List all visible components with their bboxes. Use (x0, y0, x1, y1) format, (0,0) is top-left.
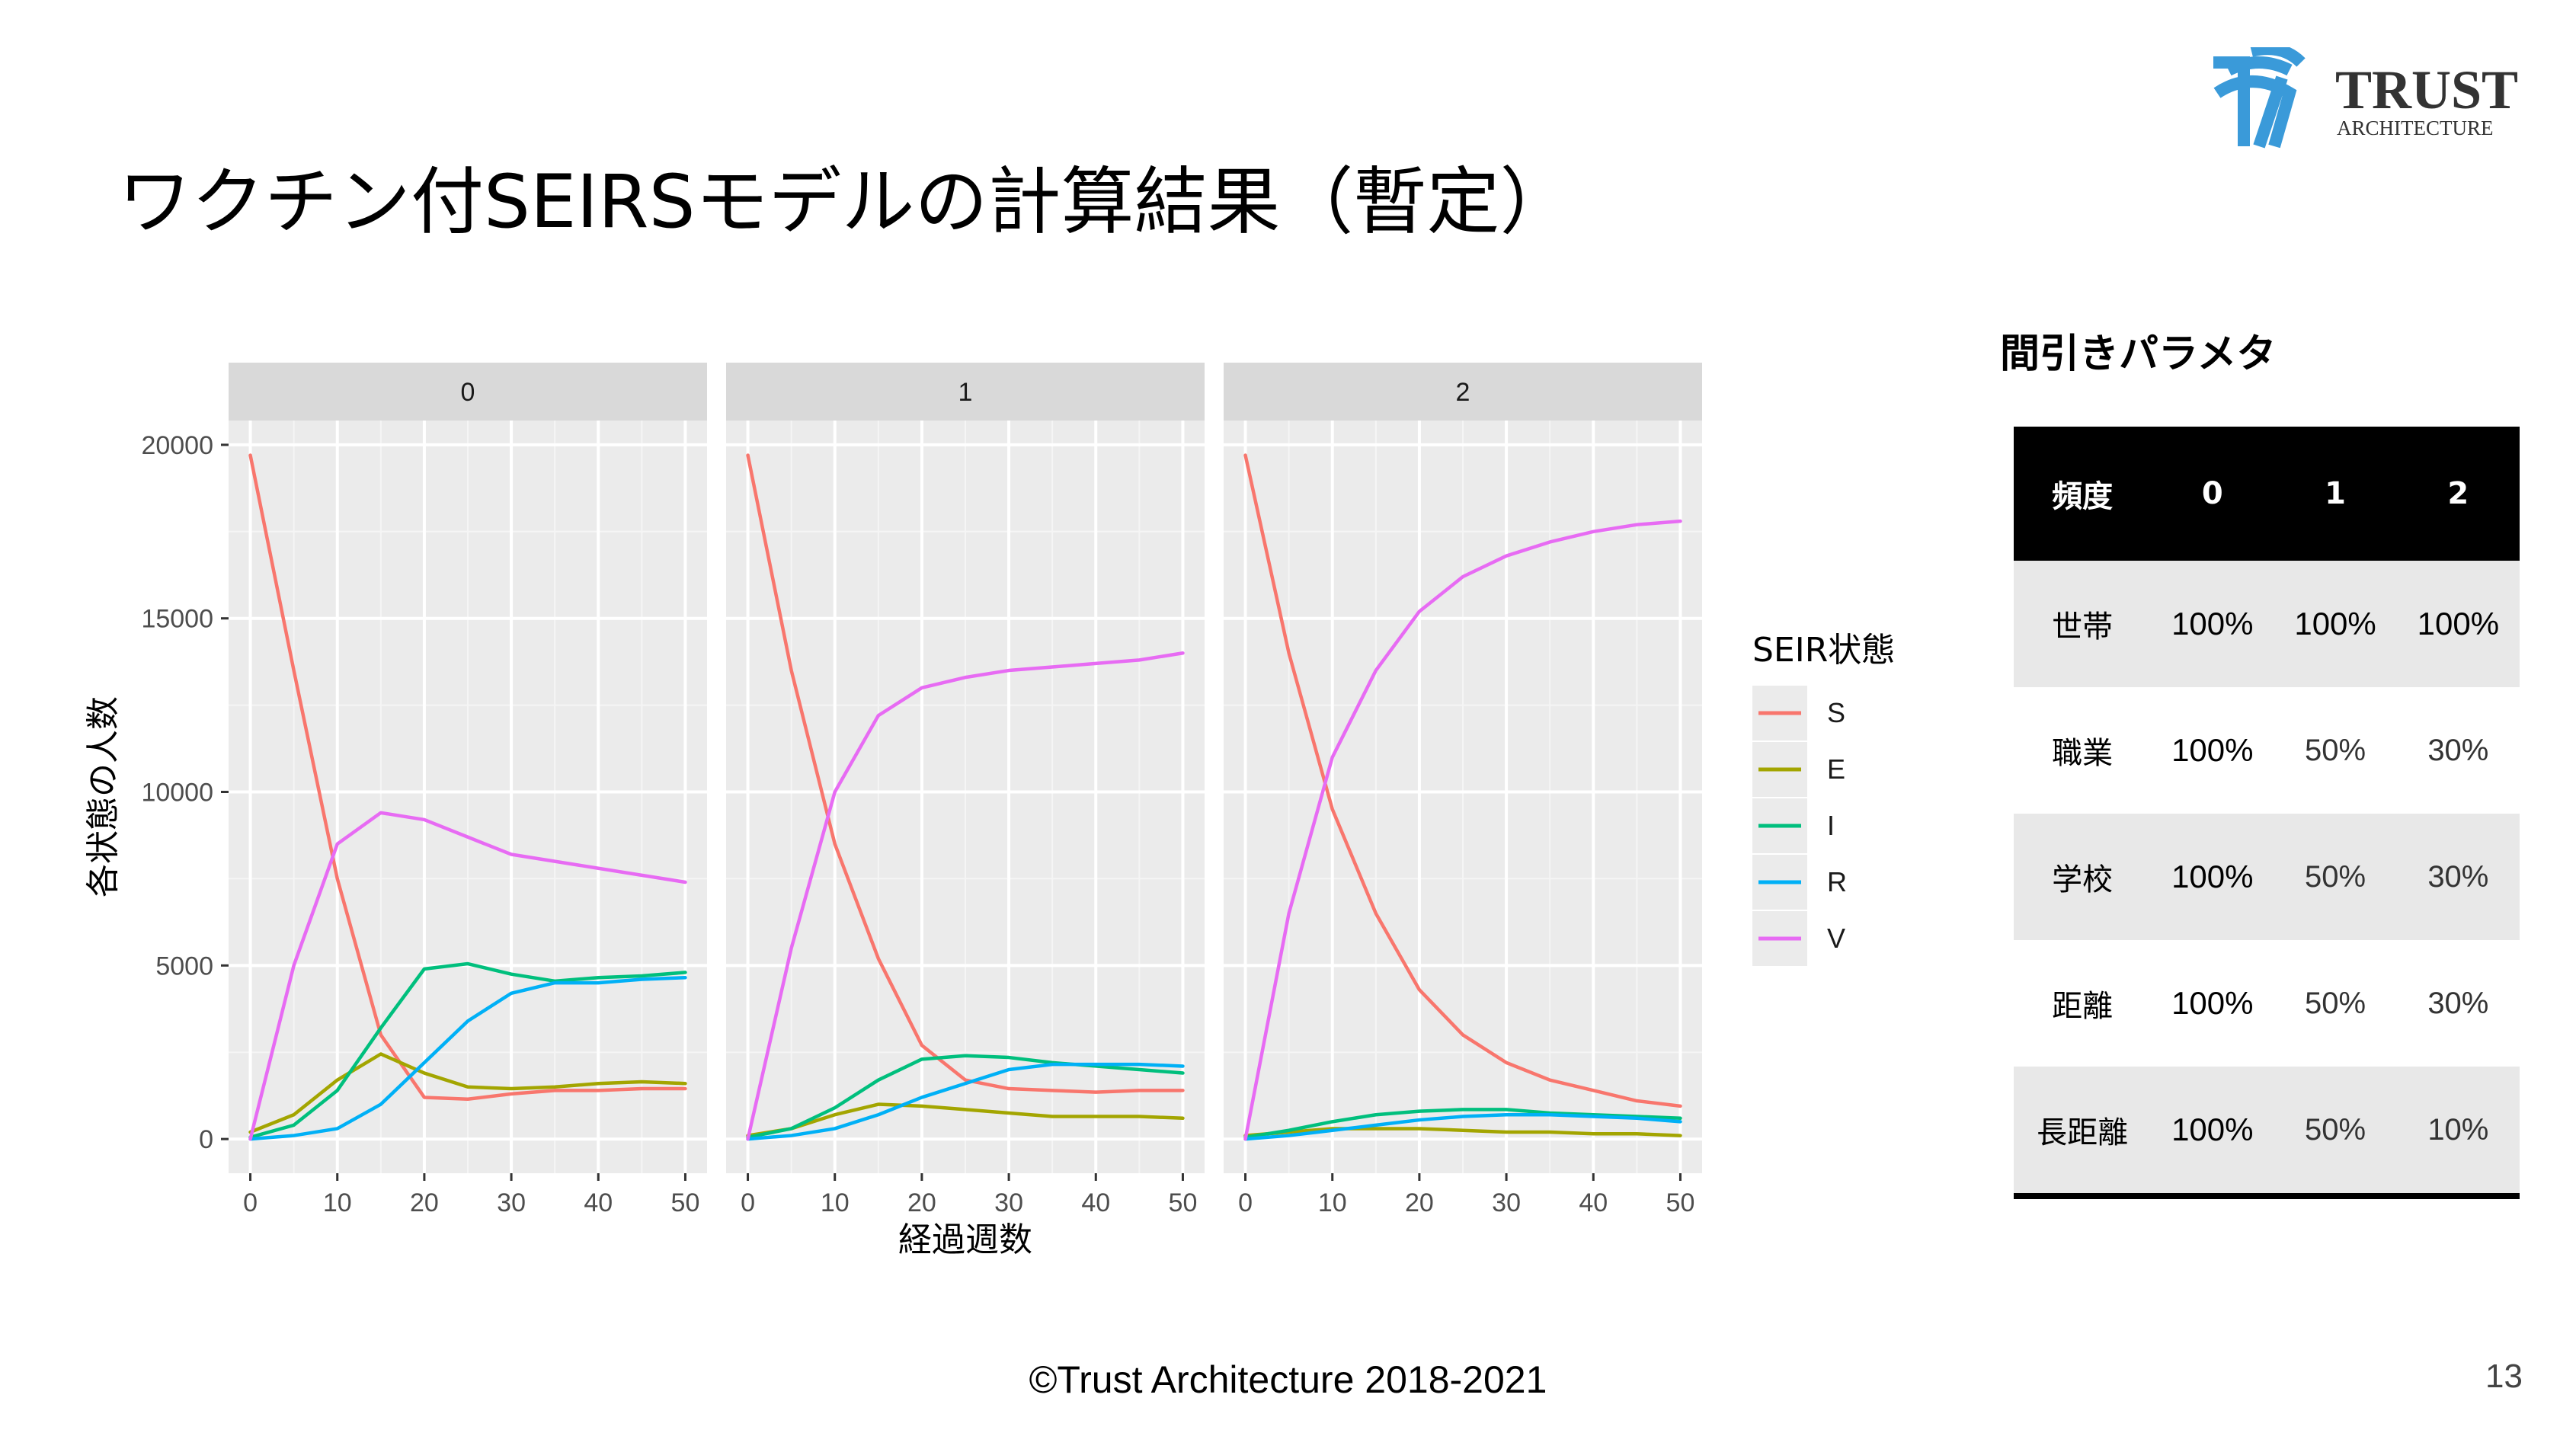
series-line-V (248, 811, 687, 1141)
series-line-E (1243, 1127, 1682, 1137)
facet-strip (1224, 363, 1702, 421)
param-cell: 50% (2274, 814, 2397, 940)
series-line-R (1243, 1112, 1682, 1141)
slide-title: ワクチン付SEIRSモデルの計算結果（暫定） (118, 159, 1573, 245)
param-cell: 100% (2151, 1067, 2274, 1199)
param-row: 長距離 100% 50% 10% (2014, 1067, 2520, 1199)
param-cell: 100% (2171, 732, 2254, 768)
param-header-col: 2 (2396, 427, 2520, 561)
series-line-I (1243, 1108, 1682, 1140)
param-header-col: 1 (2274, 427, 2397, 561)
param-row: 学校 100% 50% 30% (2014, 814, 2520, 940)
series-line-E (248, 1052, 687, 1134)
legend-title: SEIR状態 (1752, 631, 1895, 670)
param-row-label: 長距離 (2014, 1067, 2152, 1199)
series-line-R (248, 976, 687, 1141)
param-row: 距離 100% 50% 30% (2014, 940, 2520, 1067)
series-line-V (1243, 519, 1682, 1141)
x-tick-label: 10 (1318, 1188, 1347, 1217)
param-cell: 10% (2396, 1067, 2520, 1199)
series-line-S (1243, 453, 1682, 1108)
param-row-label: 職業 (2052, 736, 2114, 771)
legend-label: E (1827, 753, 1845, 785)
param-cell: 100% (2151, 814, 2274, 940)
facet-strip-label: 2 (1456, 378, 1470, 407)
y-tick-label: 0 (199, 1125, 213, 1154)
series-line-S (746, 453, 1185, 1094)
param-cell: 50% (2305, 986, 2366, 1020)
y-axis-title: 各状態の人数 (84, 696, 123, 897)
x-axis-title: 経過週数 (898, 1220, 1032, 1259)
param-header-row: 頻度 0 1 2 (2014, 427, 2520, 561)
x-tick-label: 10 (323, 1188, 352, 1217)
param-row: 世帯 100% 100% 100% (2014, 561, 2520, 687)
y-tick-label: 15000 (141, 605, 213, 634)
page-number: 13 (2485, 1358, 2523, 1395)
param-table: 頻度 0 1 2 世帯 100% 100% 100% 職業 100% 50% 3… (2014, 427, 2520, 1199)
facet-strip (726, 363, 1205, 421)
param-row-label: 距離 (2052, 989, 2114, 1024)
logo-sub: ARCHITECTURE (2337, 117, 2494, 139)
x-tick-label: 50 (671, 1188, 700, 1217)
logo-mark-icon (2213, 47, 2306, 149)
y-tick-label: 20000 (141, 431, 213, 460)
legend-label: S (1827, 697, 1845, 728)
param-cell: 100% (2396, 561, 2520, 687)
x-tick-label: 30 (497, 1188, 526, 1217)
logo-word: TRUST (2335, 59, 2518, 120)
param-cell: 30% (2427, 986, 2489, 1020)
series-line-E (746, 1102, 1185, 1137)
facet-strip (229, 363, 707, 421)
x-tick-label: 20 (1405, 1188, 1434, 1217)
legend-label: V (1827, 923, 1845, 954)
param-cell: 50% (2305, 733, 2366, 767)
x-tick-label: 0 (243, 1188, 258, 1217)
param-row: 職業 100% 50% 30% (2014, 687, 2520, 814)
param-header-col: 0 (2151, 427, 2274, 561)
x-tick-label: 40 (584, 1188, 613, 1217)
legend-label: R (1827, 866, 1847, 897)
y-tick-label: 10000 (141, 779, 213, 808)
x-tick-label: 0 (1238, 1188, 1253, 1217)
x-tick-label: 30 (994, 1188, 1023, 1217)
series-line-R (746, 1062, 1185, 1141)
x-tick-label: 0 (741, 1188, 755, 1217)
x-tick-label: 40 (1579, 1188, 1608, 1217)
facet-strip-label: 0 (461, 378, 475, 407)
param-row-label: 世帯 (2014, 561, 2152, 687)
param-cell: 100% (2151, 561, 2274, 687)
param-header-label: 頻度 (2014, 427, 2152, 561)
facet-strip-label: 1 (958, 378, 973, 407)
x-tick-label: 50 (1666, 1188, 1695, 1217)
x-tick-label: 20 (410, 1188, 439, 1217)
param-cell: 100% (2274, 561, 2397, 687)
param-cell: 50% (2274, 1067, 2397, 1199)
x-tick-label: 30 (1492, 1188, 1521, 1217)
param-cell: 30% (2396, 814, 2520, 940)
x-tick-label: 10 (821, 1188, 850, 1217)
copyright-footer: ©Trust Architecture 2018-2021 (1029, 1358, 1547, 1401)
x-tick-label: 40 (1081, 1188, 1110, 1217)
trust-architecture-logo: TRUST ARCHITECTURE (2213, 47, 2518, 149)
series-line-I (746, 1054, 1185, 1140)
series-line-I (248, 961, 687, 1140)
y-tick-label: 5000 (155, 952, 213, 980)
param-table-title: 間引きパラメタ (2000, 331, 2277, 377)
x-tick-label: 50 (1169, 1188, 1198, 1217)
param-cell: 30% (2427, 733, 2489, 767)
x-tick-label: 20 (907, 1188, 936, 1217)
param-row-label: 学校 (2014, 814, 2152, 940)
legend-label: I (1827, 810, 1835, 841)
series-line-S (248, 453, 687, 1101)
param-cell: 100% (2171, 985, 2254, 1021)
series-line-V (746, 651, 1185, 1141)
